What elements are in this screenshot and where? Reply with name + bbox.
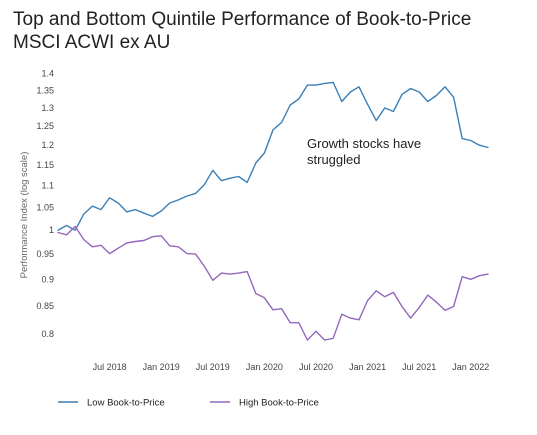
x-tick-label: Jan 2022 (452, 362, 489, 372)
y-tick-label: 1.35 (36, 85, 54, 95)
y-tick-label: 1.05 (36, 202, 54, 212)
legend-label: High Book-to-Price (239, 398, 319, 409)
y-tick-label: 1.4 (41, 68, 54, 78)
x-tick-label: Jan 2020 (246, 362, 283, 372)
x-tick-label: Jul 2020 (299, 362, 333, 372)
x-tick-label: Jul 2019 (196, 362, 230, 372)
chart-annotation: Growth stocks have struggled (307, 136, 421, 167)
y-axis-ticks: 1.4 1.35 1.3 1.25 1.2 1.15 1.1 1.05 1 0.95 0.9 0.85… (36, 68, 54, 339)
annotation-line: Growth stocks have (307, 136, 421, 151)
x-tick-label: Jan 2019 (143, 362, 180, 372)
y-tick-label: 0.9 (41, 274, 54, 284)
chart-title-line-2: MSCI ACWI ex AU (13, 32, 171, 53)
y-tick-label: 1 (49, 225, 54, 235)
series-line-high-book-to-price (57, 225, 489, 341)
x-axis-ticks: Jul 2018 Jan 2019 Jul 2019 Jan 2020 Jul 2020… (93, 362, 490, 372)
y-tick-label: 1.15 (36, 160, 54, 170)
x-tick-label: Jul 2018 (93, 362, 127, 372)
annotation-text: Growth stocks have struggled (307, 136, 421, 167)
y-tick-label: 1.3 (41, 103, 54, 113)
chart-legend: Low Book-to-Price High Book-to-Price (58, 398, 319, 409)
y-tick-label: 0.85 (36, 301, 54, 311)
legend-label: Low Book-to-Price (87, 398, 165, 409)
chart-title: Top and Bottom Quintile Performance of B… (13, 8, 471, 54)
y-tick-label: 1.25 (36, 121, 54, 131)
y-axis-label: Performance Index (log scale) (19, 152, 30, 279)
y-tick-label: 1.1 (41, 181, 54, 191)
series-lines (57, 81, 489, 341)
x-tick-label: Jan 2021 (349, 362, 386, 372)
annotation-line: struggled (307, 152, 360, 167)
y-tick-label: 0.8 (41, 329, 54, 339)
x-tick-label: Jul 2021 (402, 362, 436, 372)
chart-title-line-1: Top and Bottom Quintile Performance of B… (13, 9, 472, 30)
series-line-low-book-to-price (57, 81, 489, 231)
y-tick-label: 0.95 (36, 249, 54, 259)
y-tick-label: 1.2 (41, 140, 54, 150)
